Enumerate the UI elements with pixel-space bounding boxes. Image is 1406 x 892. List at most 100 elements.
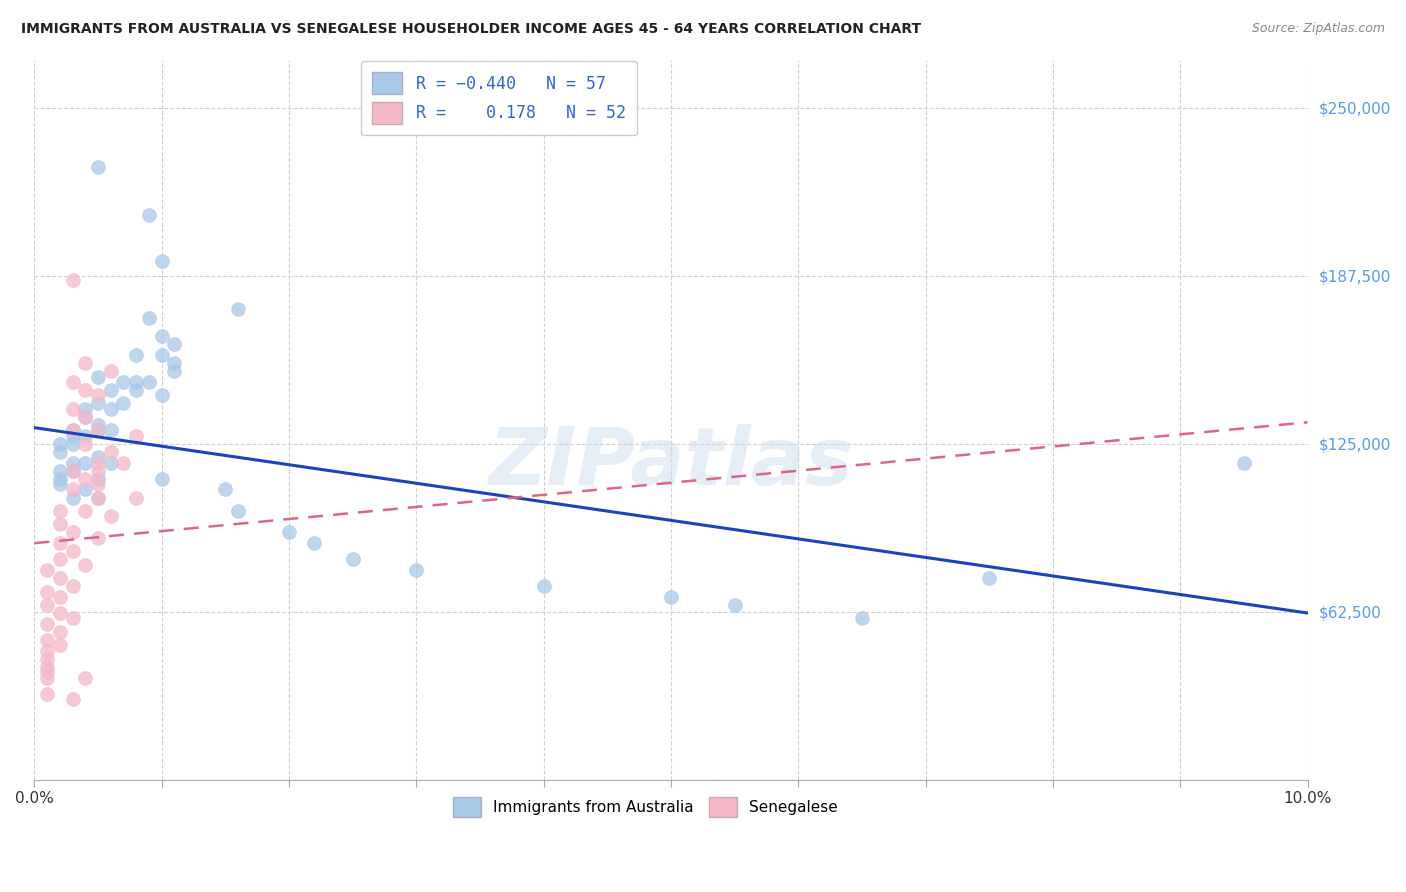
Point xyxy=(87,160,110,174)
Point xyxy=(37,671,59,685)
Point xyxy=(125,491,148,505)
Point xyxy=(125,348,148,362)
Text: Source: ZipAtlas.com: Source: ZipAtlas.com xyxy=(1251,22,1385,36)
Point xyxy=(125,383,148,397)
Point xyxy=(75,437,97,451)
Text: IMMIGRANTS FROM AUSTRALIA VS SENEGALESE HOUSEHOLDER INCOME AGES 45 - 64 YEARS CO: IMMIGRANTS FROM AUSTRALIA VS SENEGALESE … xyxy=(21,22,921,37)
Point xyxy=(49,477,72,491)
Point xyxy=(62,464,84,478)
Point xyxy=(100,401,122,416)
Point xyxy=(979,571,1001,585)
Point xyxy=(62,491,84,505)
Point xyxy=(87,396,110,410)
Point xyxy=(62,428,84,442)
Point xyxy=(405,563,427,577)
Point xyxy=(100,509,122,524)
Point xyxy=(62,483,84,497)
Point xyxy=(62,375,84,389)
Point xyxy=(75,472,97,486)
Point xyxy=(100,383,122,397)
Point xyxy=(87,450,110,465)
Point xyxy=(37,659,59,673)
Point xyxy=(214,483,236,497)
Point xyxy=(37,687,59,701)
Point xyxy=(37,665,59,680)
Point xyxy=(75,504,97,518)
Point xyxy=(163,337,186,351)
Point xyxy=(100,456,122,470)
Point xyxy=(138,209,160,223)
Text: ZIPatlas: ZIPatlas xyxy=(488,424,853,502)
Point xyxy=(37,598,59,612)
Point xyxy=(37,616,59,631)
Point xyxy=(49,552,72,566)
Point xyxy=(62,401,84,416)
Point xyxy=(75,356,97,370)
Point xyxy=(851,611,873,625)
Point xyxy=(1233,456,1256,470)
Point xyxy=(37,643,59,657)
Point xyxy=(150,348,173,362)
Point xyxy=(659,590,682,604)
Point xyxy=(49,437,72,451)
Point xyxy=(62,579,84,593)
Point xyxy=(62,423,84,437)
Point xyxy=(75,483,97,497)
Point xyxy=(87,477,110,491)
Point xyxy=(62,273,84,287)
Point xyxy=(62,423,84,437)
Point xyxy=(49,624,72,639)
Point xyxy=(100,364,122,378)
Point xyxy=(87,417,110,432)
Point xyxy=(37,563,59,577)
Point xyxy=(49,571,72,585)
Point xyxy=(112,396,135,410)
Point xyxy=(138,310,160,325)
Point xyxy=(163,364,186,378)
Point xyxy=(112,375,135,389)
Point xyxy=(304,536,326,550)
Point xyxy=(87,423,110,437)
Point xyxy=(49,536,72,550)
Point xyxy=(87,388,110,402)
Point xyxy=(125,375,148,389)
Point xyxy=(49,517,72,532)
Point xyxy=(62,525,84,540)
Point xyxy=(75,558,97,572)
Point xyxy=(100,445,122,459)
Point xyxy=(37,651,59,665)
Point xyxy=(49,590,72,604)
Point xyxy=(37,584,59,599)
Point xyxy=(62,692,84,706)
Point xyxy=(87,491,110,505)
Point xyxy=(226,504,249,518)
Point xyxy=(62,437,84,451)
Point xyxy=(87,531,110,545)
Point xyxy=(75,383,97,397)
Point xyxy=(278,525,301,540)
Point xyxy=(87,464,110,478)
Point xyxy=(100,423,122,437)
Point xyxy=(49,638,72,652)
Point xyxy=(163,356,186,370)
Point xyxy=(87,456,110,470)
Point xyxy=(75,671,97,685)
Point xyxy=(150,329,173,343)
Point xyxy=(49,606,72,620)
Point xyxy=(138,375,160,389)
Point xyxy=(62,464,84,478)
Point xyxy=(150,472,173,486)
Point xyxy=(112,456,135,470)
Point xyxy=(87,472,110,486)
Legend: Immigrants from Australia, Senegalese: Immigrants from Australia, Senegalese xyxy=(444,788,846,826)
Point xyxy=(87,369,110,384)
Point xyxy=(62,456,84,470)
Point xyxy=(75,428,97,442)
Point xyxy=(49,445,72,459)
Point xyxy=(75,409,97,424)
Point xyxy=(75,456,97,470)
Point xyxy=(87,491,110,505)
Point xyxy=(150,254,173,268)
Point xyxy=(226,302,249,317)
Point xyxy=(49,472,72,486)
